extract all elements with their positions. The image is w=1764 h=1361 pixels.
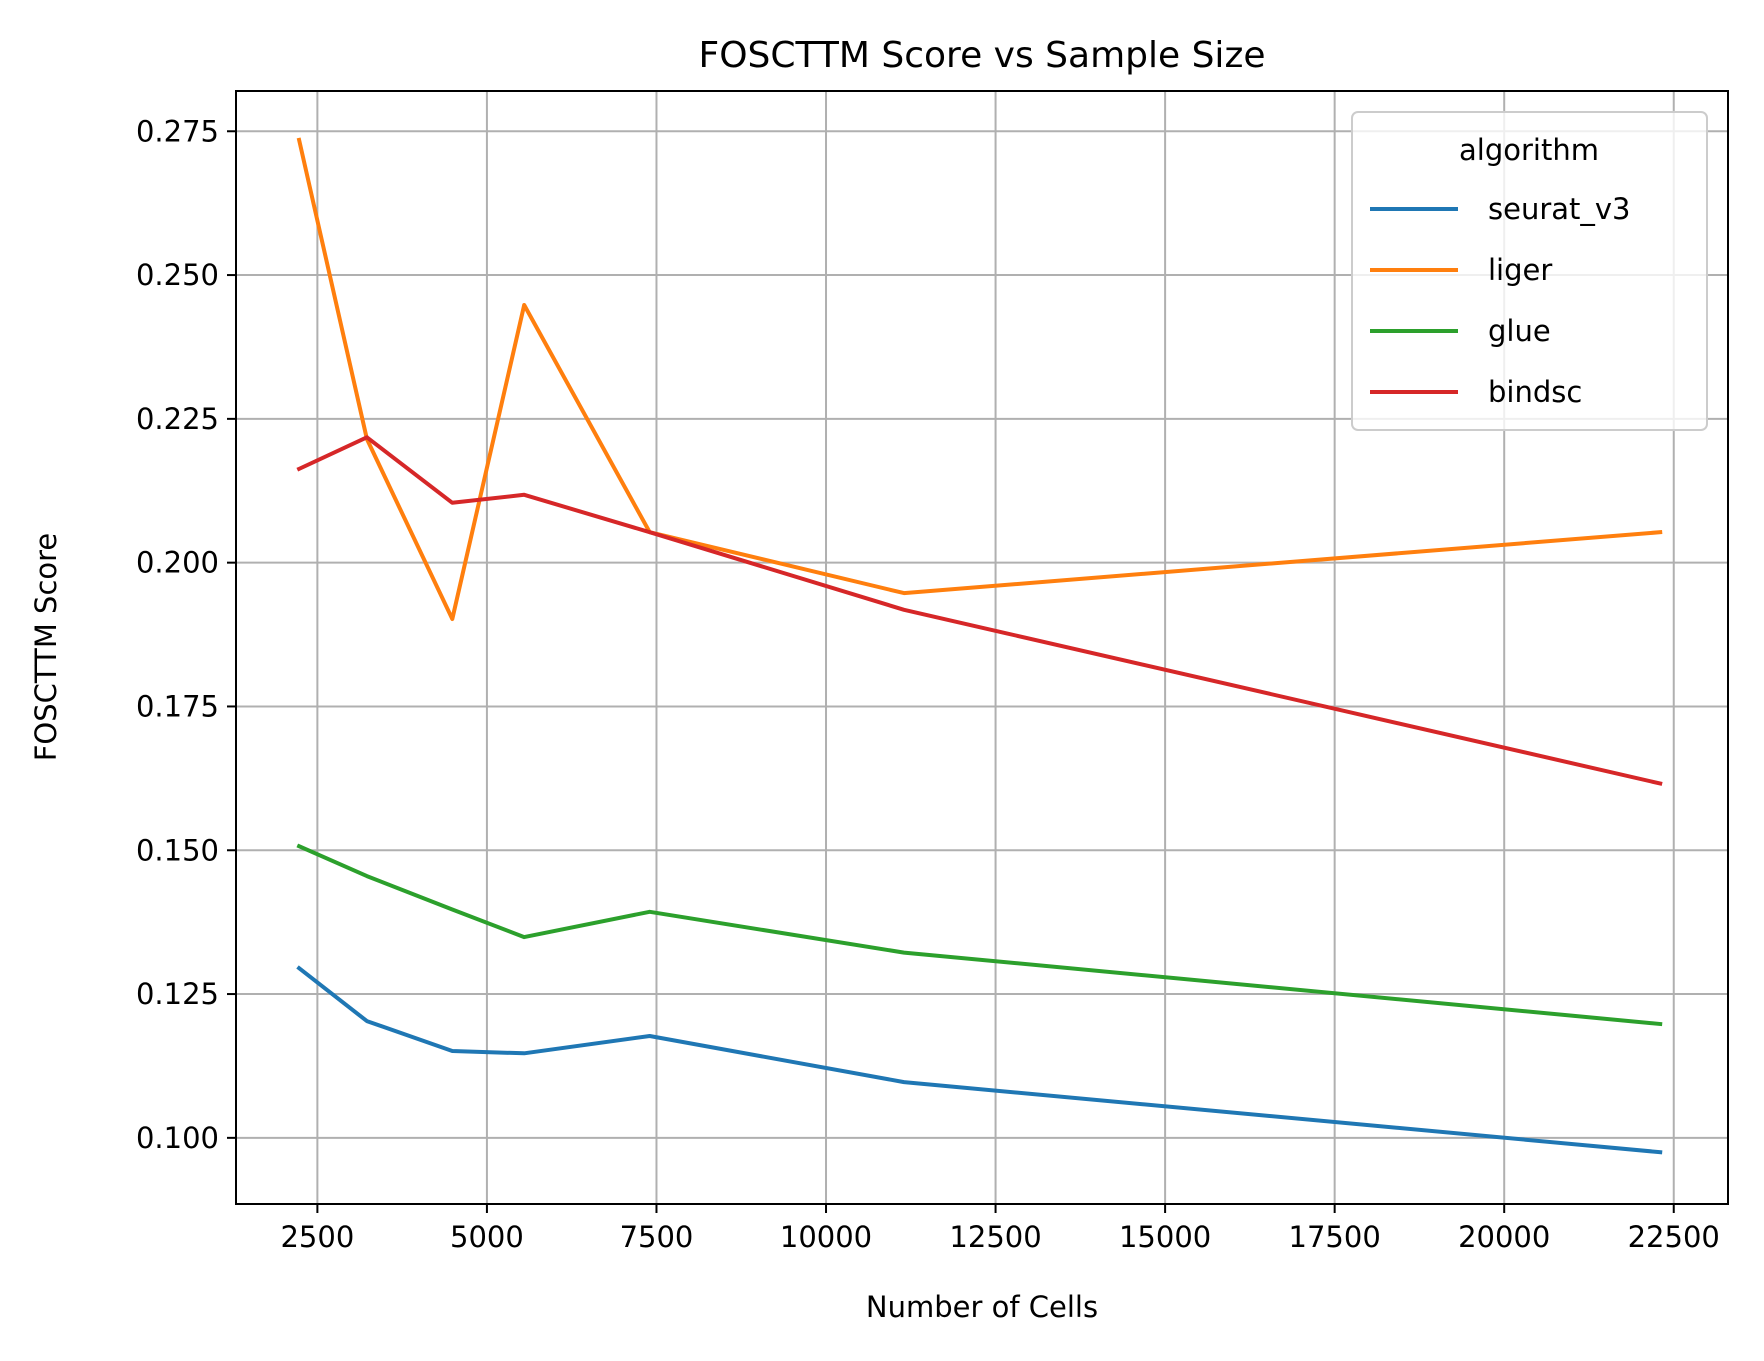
series-line-bindsc — [296, 435, 1663, 786]
legend-item-seurat_v3: seurat_v3 — [1370, 192, 1631, 226]
x-tick-label: 20000 — [1458, 1220, 1550, 1254]
x-tick-label: 12500 — [949, 1220, 1041, 1254]
legend-item-bindsc: bindsc — [1370, 375, 1582, 409]
y-axis-label: FOSCTTM Score — [29, 533, 63, 762]
legend-title: algorithm — [1459, 133, 1599, 167]
y-tick-label: 0.175 — [136, 689, 219, 723]
x-tick-label: 2500 — [280, 1220, 354, 1254]
chart-title: FOSCTTM Score vs Sample Size — [699, 35, 1266, 76]
legend-label: bindsc — [1488, 375, 1582, 409]
y-tick-label: 0.225 — [136, 402, 219, 436]
x-tick-label: 22500 — [1628, 1220, 1720, 1254]
y-tick-label: 0.125 — [136, 977, 219, 1011]
y-tick-label: 0.150 — [136, 833, 219, 867]
y-tick-label: 0.250 — [136, 258, 219, 292]
series-line-glue — [296, 843, 1663, 1027]
x-tick-label: 7500 — [620, 1220, 694, 1254]
y-tick-label: 0.200 — [136, 546, 219, 580]
series-line-seurat_v3 — [296, 965, 1663, 1155]
axis-ticks: 2500 5000 7500 10000 12500 15000 17500 20000 225… — [136, 114, 1720, 1254]
legend-label: glue — [1488, 314, 1551, 348]
plot-frame — [235, 90, 1729, 1205]
x-axis-label: Number of Cells — [866, 1290, 1098, 1324]
x-tick-label: 5000 — [450, 1220, 524, 1254]
legend-label: liger — [1488, 253, 1552, 287]
y-tick-label: 0.275 — [136, 114, 219, 148]
x-tick-label: 10000 — [780, 1220, 872, 1254]
legend-item-glue: glue — [1370, 314, 1551, 348]
legend-item-liger: liger — [1370, 253, 1552, 287]
series-lines — [296, 137, 1663, 1155]
y-tick-label: 0.100 — [136, 1121, 219, 1155]
x-tick-label: 15000 — [1119, 1220, 1211, 1254]
legend-label: seurat_v3 — [1488, 192, 1631, 226]
legend-box — [1351, 111, 1708, 431]
x-tick-label: 17500 — [1289, 1220, 1381, 1254]
